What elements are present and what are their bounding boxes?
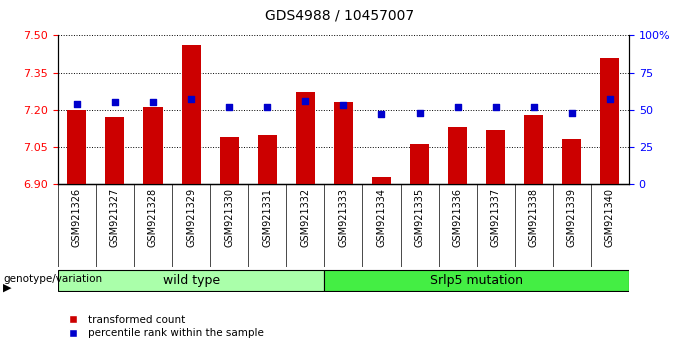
Point <box>262 104 273 110</box>
Text: GSM921335: GSM921335 <box>415 188 424 247</box>
Point <box>605 97 615 102</box>
Text: GSM921337: GSM921337 <box>491 188 500 247</box>
Point <box>376 112 387 117</box>
Point <box>300 98 311 104</box>
Text: GSM921327: GSM921327 <box>110 188 120 247</box>
Bar <box>334 102 353 184</box>
Bar <box>448 127 467 184</box>
Bar <box>67 110 86 184</box>
Text: GSM921328: GSM921328 <box>148 188 158 247</box>
Bar <box>220 137 239 184</box>
Point <box>71 101 82 107</box>
Point <box>490 104 501 110</box>
Bar <box>182 45 201 184</box>
Point <box>414 110 425 115</box>
Text: GSM921339: GSM921339 <box>567 188 577 247</box>
Bar <box>486 130 505 184</box>
Point <box>148 99 158 105</box>
Bar <box>105 117 124 184</box>
Bar <box>600 58 619 184</box>
Text: ▶: ▶ <box>3 282 12 292</box>
Point <box>528 104 539 110</box>
Bar <box>296 92 315 184</box>
Text: Srlp5 mutation: Srlp5 mutation <box>430 274 523 287</box>
Bar <box>410 144 429 184</box>
Text: GSM921334: GSM921334 <box>377 188 386 247</box>
Point <box>566 110 577 115</box>
Point <box>109 99 120 105</box>
Text: GSM921338: GSM921338 <box>529 188 539 247</box>
Text: GSM921329: GSM921329 <box>186 188 196 247</box>
Legend: transformed count, percentile rank within the sample: transformed count, percentile rank withi… <box>63 315 264 338</box>
Bar <box>524 115 543 184</box>
Text: GSM921336: GSM921336 <box>453 188 462 247</box>
Bar <box>258 135 277 184</box>
Text: GSM921340: GSM921340 <box>605 188 615 247</box>
Text: GSM921332: GSM921332 <box>301 188 310 247</box>
Text: wild type: wild type <box>163 274 220 287</box>
Bar <box>324 270 629 291</box>
Point <box>224 104 235 110</box>
Text: GSM921331: GSM921331 <box>262 188 272 247</box>
Bar <box>58 270 324 291</box>
Point <box>338 102 349 108</box>
Point <box>186 97 197 102</box>
Text: GSM921333: GSM921333 <box>339 188 348 247</box>
Point <box>452 104 463 110</box>
Text: GSM921326: GSM921326 <box>72 188 82 247</box>
Bar <box>143 107 163 184</box>
Text: genotype/variation: genotype/variation <box>3 274 103 284</box>
Text: GDS4988 / 10457007: GDS4988 / 10457007 <box>265 9 415 23</box>
Bar <box>372 177 391 184</box>
Bar <box>562 139 581 184</box>
Text: GSM921330: GSM921330 <box>224 188 234 247</box>
